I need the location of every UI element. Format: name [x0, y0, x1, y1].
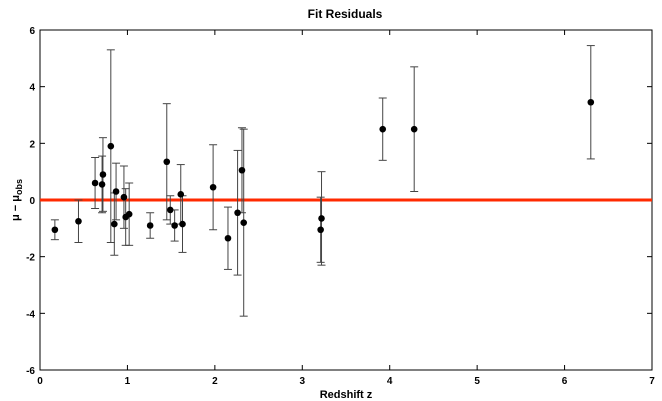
- x-tick-label: 1: [125, 376, 131, 387]
- x-tick-label: 4: [387, 376, 393, 387]
- y-axis-label-main: μ − μ: [10, 195, 22, 221]
- data-point: [91, 179, 99, 187]
- data-point: [120, 193, 128, 201]
- data-point: [410, 125, 418, 133]
- data-point: [240, 219, 248, 226]
- data-point: [166, 206, 174, 214]
- x-tick-label: 2: [212, 376, 218, 387]
- data-point: [177, 191, 185, 198]
- y-tick-label: -6: [26, 366, 35, 377]
- y-axis-label: μ − μobs: [10, 179, 24, 221]
- chart-title: Fit Residuals: [308, 7, 383, 21]
- data-point: [107, 142, 115, 150]
- data-point: [318, 215, 325, 222]
- x-tick-label: 5: [474, 376, 480, 387]
- data-point: [75, 217, 82, 225]
- data-point: [163, 158, 171, 166]
- y-tick-label: -2: [26, 253, 35, 264]
- error-bars: [50, 45, 595, 317]
- data-point: [125, 210, 133, 218]
- data-point: [112, 188, 120, 195]
- data-point: [99, 171, 107, 178]
- data-point: [171, 222, 178, 229]
- x-tick-label: 6: [562, 376, 568, 387]
- data-point: [317, 226, 324, 234]
- y-tick-label: 4: [29, 83, 35, 94]
- data-point: [179, 220, 186, 228]
- y-tick-label: 2: [29, 139, 35, 150]
- data-point: [98, 181, 106, 188]
- data-point: [234, 209, 241, 217]
- y-tick-label: 0: [29, 196, 35, 207]
- data-point: [146, 222, 154, 229]
- x-tick-label: 7: [649, 376, 655, 387]
- x-tick-label: 3: [300, 376, 306, 387]
- y-tick-label: 6: [29, 26, 35, 37]
- y-tick-label: -4: [26, 309, 35, 320]
- x-axis-label: Redshift z: [320, 389, 373, 401]
- data-markers: [51, 98, 595, 242]
- data-point: [238, 166, 246, 174]
- data-point: [111, 220, 118, 228]
- x-axis-ticks: 0 1 2 3 4 5 6 7: [37, 30, 655, 387]
- data-point: [209, 183, 217, 191]
- data-point: [587, 98, 595, 106]
- y-axis-label-subscript: obs: [14, 179, 24, 195]
- data-point: [224, 234, 232, 242]
- data-point: [51, 226, 59, 234]
- data-point: [379, 125, 387, 133]
- x-tick-label: 0: [37, 376, 43, 387]
